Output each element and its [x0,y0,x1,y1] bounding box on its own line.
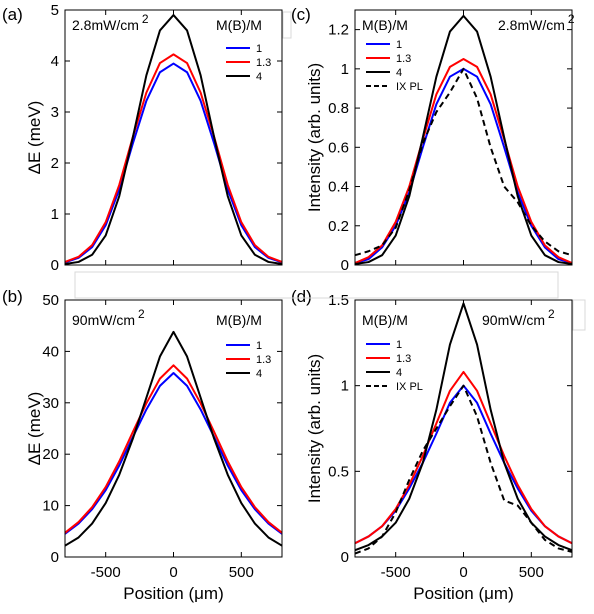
stray-frame-right [572,299,586,331]
panel-a-ytick-label: 4 [51,53,59,70]
panel-a-legend-title: M(B)/M [216,17,262,33]
panel-d-ytick-label: 0.5 [328,463,349,480]
panel-a-legend-label-2: 4 [256,71,262,83]
panel-b-legend-label-1: 1.3 [256,354,271,366]
panel-c-group: 0 0.2 0.4 0.6 0.8 1 1.2 Intensity (arb. units) (… [291,5,575,274]
panel-c-ytick-label: 0.8 [328,100,349,117]
panel-b-ytick-label: 30 [42,395,59,412]
panel-d-series-line-3 [354,384,573,555]
panel-d-legend-title: M(B)/M [362,312,408,328]
panel-b-series-line-2 [64,330,283,547]
panel-d-ylabel: Intensity (arb. units) [305,354,324,503]
panel-b-ytick-label: 10 [42,498,59,515]
stray-frame-middle [74,271,559,299]
panel-c-plot-area [355,10,572,265]
panel-a-legend-label-0: 1 [256,43,262,55]
panel-a-ytick-label: 2 [51,155,59,172]
panel-b-xtick-label: -500 [91,564,121,581]
panel-b-legend-label-0: 1 [256,340,262,352]
panel-d-xtick-label: 0 [459,564,467,581]
panel-b-xlabel: Position (μm) [123,584,223,603]
panel-d-power-text: 90mW/cm [482,312,545,328]
panel-a-series-line-1 [64,53,283,263]
panel-c-ytick-label: 0.4 [328,179,349,196]
panel-a-plot-area [65,10,282,265]
panel-d-legend-label-1: 1.3 [396,353,411,365]
panel-c-legend-label-0: 1 [396,39,402,51]
panel-c-ytick-label: 0 [341,257,349,274]
panel-c-ytick-label: 1 [341,61,349,78]
panel-b-legend-title: M(B)/M [216,312,262,328]
panel-c-series-line-3 [354,67,573,257]
panel-b-xtick-label: 500 [229,564,254,581]
panel-a-series-line-2 [64,14,283,265]
panel-b-series-line-0 [64,371,283,535]
panel-d-legend-label-2: 4 [396,367,402,379]
panel-d-series-line-1 [354,370,573,545]
panel-c-ytick-label: 1.2 [328,22,349,39]
panel-b-ytick-label: 50 [42,292,59,309]
panel-b-xtick-label: 0 [169,564,177,581]
panel-d-ytick-label: 1 [341,378,349,395]
panel-a-ytick-label: 5 [51,2,59,19]
panel-d-legend-label-0: 1 [396,339,402,351]
panel-d-legend-label-3: IX PL [396,381,423,393]
panel-d-group: 0 0.5 1 1.5 -500 0 500 Position (μm) Intensity (… [291,287,573,603]
panel-d-power-superscript: 2 [548,307,555,321]
panel-c-ytick-label: 0.6 [328,139,349,156]
panel-d-power-annotation: 90mW/cm 2 [482,307,555,328]
panel-a-ytick-label: 1 [51,206,59,223]
panel-b-ytick-label: 40 [42,343,59,360]
panel-c-legend-label-2: 4 [396,67,402,79]
panel-b-power-superscript: 2 [138,307,145,321]
panel-c-power-superscript: 2 [568,12,575,26]
panel-c-power-text: 2.8mW/cm [498,17,565,33]
panel-c-power-annotation: 2.8mW/cm 2 [498,12,575,33]
panel-d-ytick-label: 1.5 [328,292,349,309]
panel-b-plot-area [65,300,282,557]
panel-b-legend-label-2: 4 [256,368,262,380]
panel-d-label: (d) [291,287,312,306]
panel-c-legend-title: M(B)/M [362,17,408,33]
panel-c-legend-label-3: IX PL [396,81,423,93]
panel-b-power-annotation: 90mW/cm 2 [72,307,145,328]
panel-d-xtick-label: -500 [381,564,411,581]
panel-c-series-line-2 [354,14,573,266]
panel-d-ytick-label: 0 [341,549,349,566]
panel-b-ytick-label: 20 [42,446,59,463]
panel-c-ytick-label: 0.2 [328,218,349,235]
panel-b-label: (b) [2,287,23,306]
panel-d-xlabel: Position (μm) [413,584,513,603]
panel-d-xtick-label: 500 [519,564,544,581]
panel-a-label: (a) [2,5,23,24]
panel-a-power-annotation: 2.8mW/cm 2 [72,12,149,33]
panel-b-power-text: 90mW/cm [72,312,135,328]
panel-b-group: 0 10 20 30 40 50 -500 0 500 Position (μm) ΔE (meV)… [2,287,283,603]
panel-a-ytick-label: 3 [51,104,59,121]
panel-b-ytick-label: 0 [51,549,59,566]
panel-a-ylabel: ΔE (meV) [25,101,44,175]
panel-a-ytick-label: 0 [51,257,59,274]
panel-a-power-text: 2.8mW/cm [72,17,139,33]
panel-a-power-superscript: 2 [142,12,149,26]
panel-b-ylabel: ΔE (meV) [25,392,44,466]
panel-c-ylabel: Intensity (arb. units) [305,63,324,212]
panel-c-label: (c) [291,5,311,24]
panel-a-legend-label-1: 1.3 [256,57,271,69]
stray-frame-top [282,11,292,39]
panel-c-legend-label-1: 1.3 [396,53,411,65]
panel-a-series-line-0 [64,62,283,264]
panel-b-series-line-1 [64,364,283,534]
